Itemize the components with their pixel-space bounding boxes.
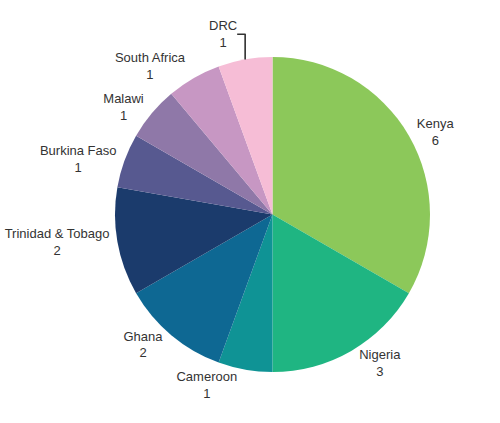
svg-text:DRC1: DRC1 (209, 18, 237, 50)
svg-text:Malawi1: Malawi1 (103, 91, 144, 123)
svg-text:South Africa1: South Africa1 (115, 50, 186, 82)
svg-text:Ghana2: Ghana2 (123, 329, 163, 361)
svg-text:Kenya6: Kenya6 (417, 116, 455, 148)
svg-text:Trinidad & Tobago2: Trinidad & Tobago2 (5, 226, 110, 258)
svg-text:Nigeria3: Nigeria3 (359, 347, 401, 379)
svg-text:Burkina Faso1: Burkina Faso1 (40, 143, 117, 175)
svg-text:Cameroon1: Cameroon1 (176, 369, 237, 401)
